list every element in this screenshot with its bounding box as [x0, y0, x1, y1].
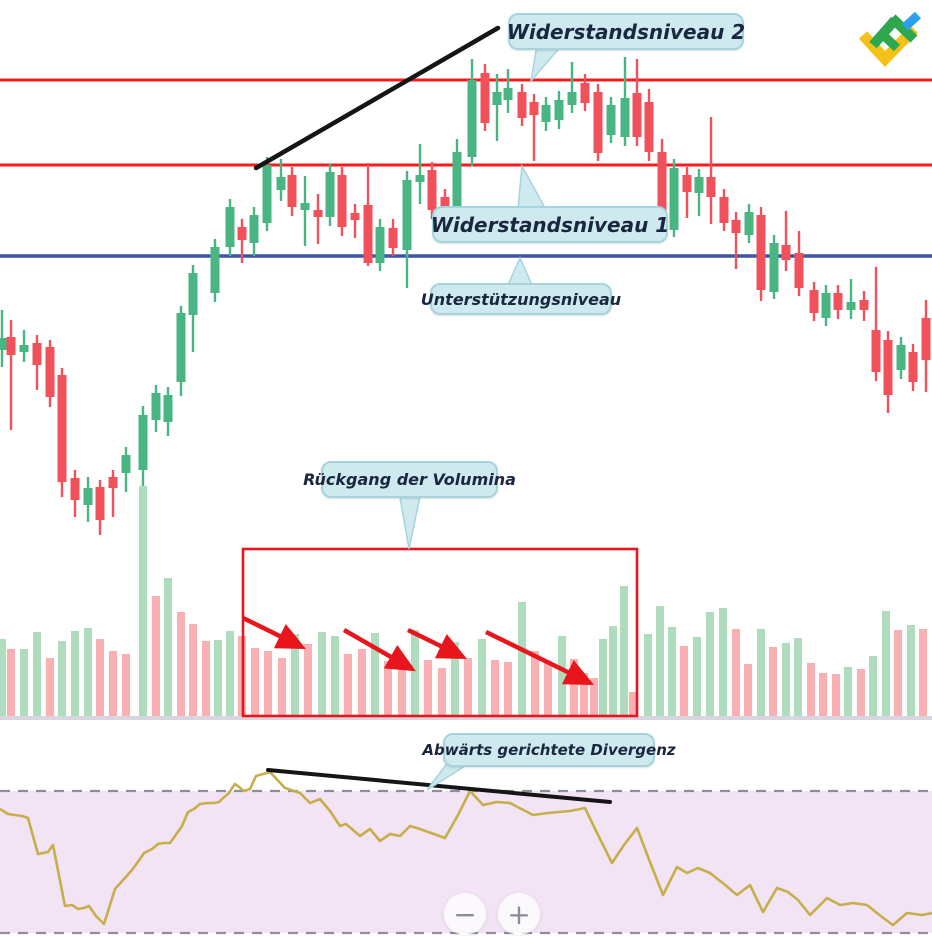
volume-arrows	[242, 615, 595, 686]
resistance2-callout-tail	[529, 44, 564, 84]
resistance2-label: Widerstandsniveau 2	[507, 13, 745, 50]
oscillator-layer	[0, 768, 932, 935]
zoom-out-button[interactable]: −	[444, 893, 486, 935]
price-trendline-layer	[253, 25, 501, 171]
resistance1-callout-tail	[517, 164, 547, 209]
decline-box-layer	[241, 547, 639, 718]
zoom-in-button[interactable]: +	[498, 893, 540, 935]
volume-decline-callout-tail	[398, 491, 422, 550]
resistance1-label: Widerstandsniveau 1	[431, 206, 669, 243]
divergence-label: Abwärts gerichtete Divergenz	[422, 733, 676, 767]
oscillator-line	[0, 770, 932, 927]
support-label: Unterstützungsniveau	[421, 283, 621, 315]
litefinance-logo	[858, 11, 922, 68]
volume-decline-box	[241, 547, 639, 718]
price-trendline	[253, 25, 501, 171]
candles-layer	[0, 57, 931, 628]
volume-layer	[0, 486, 927, 716]
divergence-trendline	[266, 768, 612, 804]
volume-decline-label: Rückgang der Volumina	[303, 461, 516, 498]
